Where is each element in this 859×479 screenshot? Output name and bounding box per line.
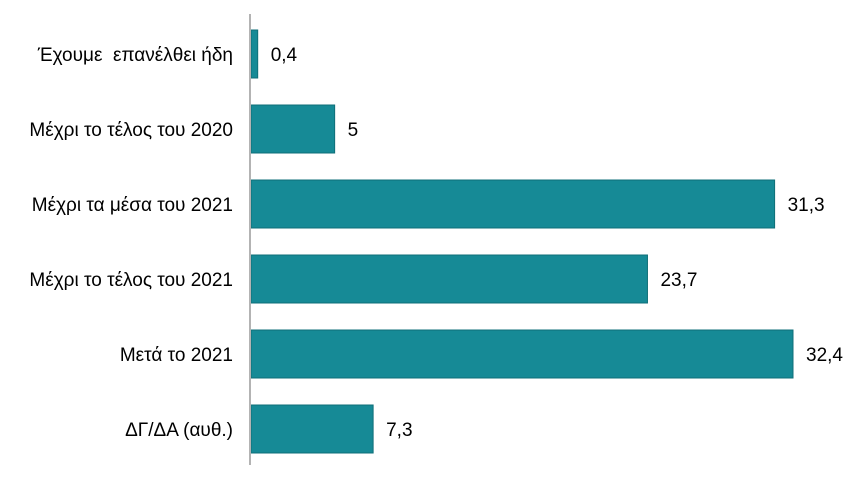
bar — [250, 179, 776, 229]
bar — [250, 404, 374, 454]
category-label: Μέχρι τα μέσα του 2021 — [32, 195, 233, 216]
value-label: 7,3 — [386, 420, 412, 441]
value-label: 23,7 — [660, 270, 697, 291]
bar — [250, 104, 336, 154]
category-label: Μετά το 2021 — [120, 345, 233, 366]
category-label: ΔΓ/ΔΑ (αυθ.) — [125, 420, 233, 441]
category-label: Μέχρι το τέλος του 2021 — [29, 270, 233, 291]
bar — [250, 29, 259, 79]
value-label: 0,4 — [271, 45, 298, 66]
bars-layer — [250, 29, 794, 454]
value-label: 5 — [348, 120, 359, 141]
bar — [250, 254, 648, 304]
value-label: 31,3 — [788, 195, 825, 216]
value-label: 32,4 — [806, 345, 843, 366]
category-label: Μέχρι το τέλος του 2020 — [29, 120, 233, 141]
labels-layer: Έχουμε επανέλθει ήδη 0,4 Μέχρι το τέλος το… — [29, 45, 843, 441]
bar — [250, 329, 794, 379]
category-label: Έχουμε επανέλθει ήδη — [37, 45, 233, 66]
